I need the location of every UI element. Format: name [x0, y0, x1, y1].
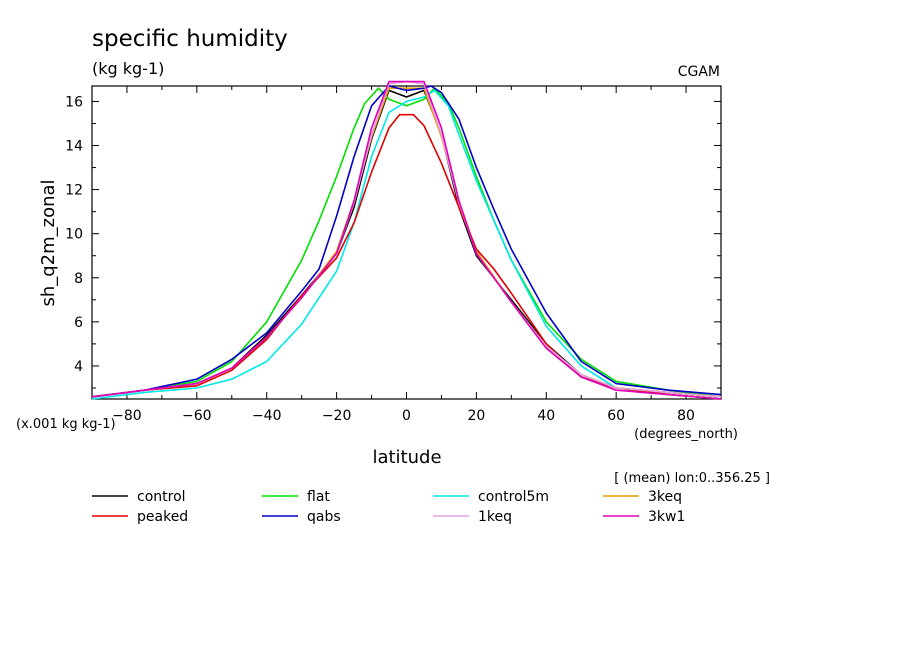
x-tick-label: 20 — [467, 408, 485, 424]
series-line-1keq — [91, 80, 722, 398]
x-axis-label: latitude — [372, 447, 441, 468]
x-tick-label: 80 — [677, 408, 695, 424]
series-line-3kw1 — [91, 80, 722, 400]
legend-item-control5m: control5m — [433, 489, 549, 505]
chart-title: specific humidity — [92, 26, 288, 52]
y-axis-units: (x.001 kg kg-1) — [16, 417, 116, 432]
y-tick-label: 12 — [65, 183, 83, 199]
legend-item-control: control — [92, 489, 186, 505]
legend-item-3keq: 3keq — [603, 489, 682, 505]
legend-label: control — [137, 489, 186, 505]
legend-label: 3keq — [648, 489, 682, 505]
x-tick-label: −60 — [182, 408, 212, 424]
x-tick-label: 60 — [607, 408, 625, 424]
x-tick-label: 0 — [402, 408, 411, 424]
legend: control flat control5m 3keq peaked qabs 1keq 3k… — [92, 489, 685, 525]
legend-item-peaked: peaked — [92, 509, 188, 525]
legend-item-3kw1: 3kw1 — [603, 509, 685, 525]
x-axis-units: (degrees_north) — [634, 427, 738, 442]
series-line-peaked — [91, 113, 722, 400]
series-line-3keq — [91, 87, 722, 398]
y-tick-label: 14 — [65, 139, 83, 155]
y-tick-label: 10 — [65, 227, 83, 243]
y-tick-label: 8 — [74, 271, 83, 287]
averaging-note: [ (mean) lon:0..356.25 ] — [614, 471, 770, 486]
series-lines — [91, 80, 722, 400]
series-line-control5m — [91, 89, 722, 400]
legend-label: flat — [307, 489, 330, 505]
y-tick-label: 4 — [74, 359, 83, 375]
y-tick-label: 6 — [74, 315, 83, 331]
legend-item-flat: flat — [262, 489, 330, 505]
plot-frame — [91, 85, 722, 400]
series-line-control — [91, 89, 722, 398]
legend-label: 1keq — [478, 509, 512, 525]
source-label: CGAM — [678, 64, 720, 80]
y-axis-ticks: 4 6 8 10 12 14 16 — [65, 94, 721, 389]
y-axis-label: sh_q2m_zonal — [38, 179, 59, 306]
x-axis-ticks: −80 −60 −40 −20 0 20 40 60 80 — [91, 86, 722, 424]
legend-label: 3kw1 — [648, 509, 685, 525]
legend-label: peaked — [137, 509, 188, 525]
x-tick-label: −20 — [322, 408, 352, 424]
y-tick-label: 16 — [65, 94, 83, 110]
legend-item-qabs: qabs — [262, 509, 341, 525]
x-tick-label: −80 — [112, 408, 142, 424]
legend-label: qabs — [307, 509, 341, 525]
legend-item-1keq: 1keq — [433, 509, 512, 525]
x-tick-label: −40 — [252, 408, 282, 424]
chart-subtitle: (kg kg-1) — [92, 59, 164, 78]
series-line-flat — [91, 87, 722, 398]
x-tick-label: 40 — [537, 408, 555, 424]
series-line-qabs — [91, 85, 722, 398]
legend-label: control5m — [478, 489, 549, 505]
